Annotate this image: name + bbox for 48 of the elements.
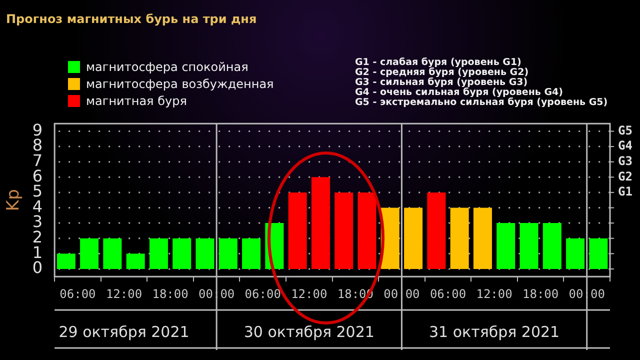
text: G3 - сильная буря (уровень G3) [355, 77, 528, 88]
y-axis-title: Kp [4, 189, 24, 212]
text: G3 [618, 154, 632, 168]
chart-title: Прогноз магнитных бурь на три дня [6, 12, 257, 26]
bar [450, 208, 469, 269]
text: G2 [618, 169, 632, 184]
legend-label: магнитосфера возбужденная [86, 76, 274, 90]
bar [427, 192, 446, 269]
bar [473, 208, 492, 269]
x-tick-label: 06:00 [244, 286, 281, 301]
bar [334, 192, 354, 269]
bar [566, 238, 585, 269]
bar [358, 192, 376, 269]
legend-label: магнитная буря [86, 94, 187, 108]
bar [311, 177, 330, 269]
x2-tick-label: 29 октября 2021 [58, 322, 190, 341]
text: G4 - очень сильная буря (уровень G4) [355, 87, 563, 98]
bar [172, 238, 192, 269]
x2-tick-label: 30 октября 2021 [244, 322, 374, 341]
bar [589, 238, 608, 269]
x-tick-label: 12:00 [476, 286, 512, 301]
bar [218, 238, 238, 269]
text: G5 - экстремально сильная буря (уровень G5) [355, 97, 608, 108]
bar [520, 223, 538, 269]
x-tick-label: 18:00 [152, 286, 188, 301]
text: G5 [618, 123, 632, 138]
legend-label: магнитосфера спокойная [86, 60, 248, 74]
bar [496, 223, 516, 269]
bar [126, 254, 145, 269]
bar [404, 208, 423, 269]
bar [56, 254, 76, 269]
text: G2 - средняя буря (уровень G2) [355, 67, 530, 78]
bar [288, 192, 307, 269]
x-tick-label: 18:00 [522, 286, 559, 301]
bar [542, 223, 562, 269]
bar [80, 238, 99, 269]
bar [196, 238, 214, 269]
x-tick-label: 06:00 [430, 286, 466, 301]
bar [103, 238, 122, 269]
x-tick-label: 12:00 [106, 286, 142, 301]
x-tick-label: 06:00 [60, 286, 96, 301]
text: G4 [618, 138, 632, 153]
text: G1 - слабая буря (уровень G1) [355, 57, 522, 68]
text: G1 [618, 184, 632, 199]
x-tick-label: 12:00 [291, 286, 328, 301]
bar [149, 238, 168, 269]
bar [242, 238, 261, 269]
x2-tick-label: 31 октября 2021 [428, 322, 560, 341]
